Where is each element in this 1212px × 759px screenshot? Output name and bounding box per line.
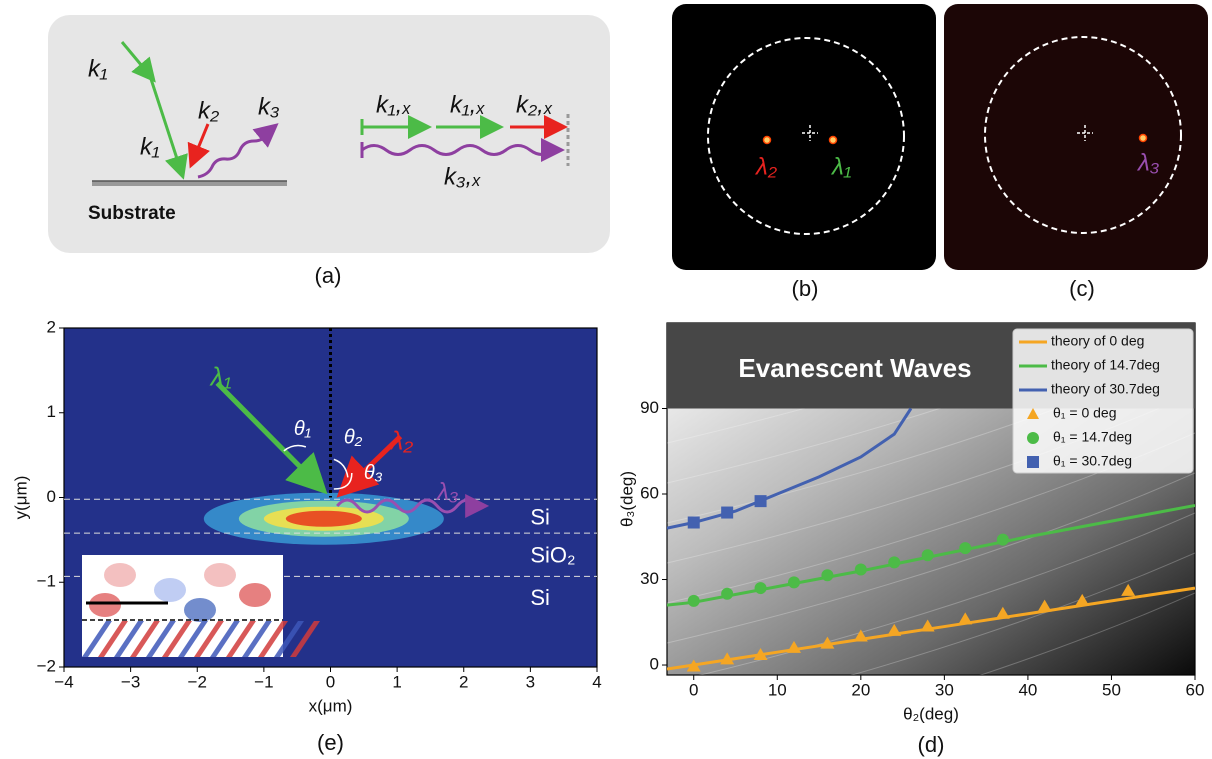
data-point (997, 534, 1009, 546)
x-tick-label: 3 (526, 672, 535, 691)
x-tick-label: 0 (689, 680, 698, 699)
x-tick-label: −4 (54, 672, 73, 691)
y-tick-label: 0 (650, 655, 659, 674)
y-tick-label: 2 (47, 317, 56, 336)
panel-label: (d) (918, 732, 945, 757)
x-tick-label: 10 (768, 680, 787, 699)
lambda3-label: λ₃ (1136, 149, 1159, 176)
annotation: λ₃ (435, 479, 458, 506)
data-point (688, 595, 700, 607)
data-point (855, 564, 867, 576)
camera-image (672, 4, 936, 270)
k1x-label: k₁,ₓ (376, 91, 411, 118)
y-tick-label: 90 (640, 398, 659, 417)
y-axis-label: θ₃(deg) (617, 471, 636, 527)
annotation: θ₂ (344, 426, 363, 448)
legend-label: theory of 0 deg (1051, 333, 1144, 349)
panel-label: (e) (317, 730, 344, 755)
legend-label: θ₁ = 30.7deg (1053, 453, 1132, 469)
spot (764, 137, 771, 144)
annotation: θ₃ (364, 462, 383, 484)
x-tick-label: 0 (326, 672, 335, 691)
data-point (821, 569, 833, 581)
inset-blob (89, 593, 121, 617)
x-tick-label: 4 (592, 672, 601, 691)
panel-a: Substrate k₁ k₁ k₂ k₃ k₁,ₓ k₁,ₓ k₂,ₓ k₃,… (48, 15, 610, 288)
annotation: λ₁ (209, 362, 232, 392)
panel-label: (a) (315, 263, 342, 288)
legend-box (1013, 329, 1193, 473)
k3x-label: k₃,ₓ (444, 163, 481, 190)
annotation: SiO₂ (530, 543, 575, 568)
x-tick-label: −1 (254, 672, 273, 691)
legend-swatch (1027, 432, 1039, 444)
x-tick-label: 50 (1102, 680, 1121, 699)
band-label: Evanescent Waves (738, 353, 971, 383)
annotation: Si (530, 585, 550, 610)
y-tick-label: 1 (47, 402, 56, 421)
x-tick-label: −2 (188, 672, 207, 691)
panel-b: λ₂ λ₁ (b) (672, 4, 936, 301)
panel-label: (c) (1069, 276, 1095, 301)
inset-blob (104, 563, 136, 587)
x-tick-label: 20 (851, 680, 870, 699)
data-point (688, 517, 700, 529)
x-tick-label: 2 (459, 672, 468, 691)
data-point (721, 507, 733, 519)
inset-blob (154, 578, 186, 602)
y-tick-label: 0 (47, 487, 56, 506)
substrate-label: Substrate (88, 203, 176, 224)
legend-label: theory of 30.7deg (1051, 381, 1160, 397)
x-axis-label: x(μm) (309, 696, 353, 715)
lambda2-label: λ₂ (754, 153, 777, 180)
panel-c: λ₃ (c) (944, 4, 1208, 301)
legend-swatch (1027, 456, 1039, 468)
x-tick-label: 40 (1018, 680, 1037, 699)
inset-blob (239, 583, 271, 607)
y-tick-label: 60 (640, 483, 659, 502)
data-point (888, 556, 900, 568)
legend-label: θ₁ = 0 deg (1053, 405, 1117, 421)
inset-blob (184, 598, 216, 622)
y-tick-label: −1 (37, 572, 56, 591)
data-point (755, 582, 767, 594)
k2x-label: k₂,ₓ (516, 91, 553, 118)
x-tick-label: 30 (935, 680, 954, 699)
annotation: Si (530, 505, 550, 530)
spot (830, 137, 837, 144)
figure: Substrate k₁ k₁ k₂ k₃ k₁,ₓ k₁,ₓ k₂,ₓ k₃,… (0, 0, 1212, 759)
data-point (922, 549, 934, 561)
x-tick-label: 1 (392, 672, 401, 691)
panel-label: (b) (792, 276, 819, 301)
annotation: θ₁ (294, 418, 311, 440)
k2-label: k₂ (198, 97, 219, 124)
data-point (788, 576, 800, 588)
legend-label: θ₁ = 14.7deg (1053, 429, 1132, 445)
x-axis-label: θ₂(deg) (903, 704, 959, 723)
k1-label: k₁ (88, 55, 108, 82)
data-point (959, 542, 971, 554)
y-axis-label: y(μm) (11, 476, 30, 520)
k1-label: k₁ (140, 133, 160, 160)
k3-label: k₃ (258, 93, 280, 120)
data-point (721, 588, 733, 600)
k1x-label: k₁,ₓ (450, 91, 485, 118)
lambda1-label: λ₁ (830, 153, 851, 180)
inset-blob (204, 563, 236, 587)
spot (1140, 135, 1147, 142)
y-tick-label: −2 (37, 656, 56, 675)
data-point (755, 495, 767, 507)
x-tick-label: −3 (121, 672, 140, 691)
legend-label: theory of 14.7deg (1051, 357, 1160, 373)
field-intensity (286, 511, 362, 527)
x-tick-label: 60 (1186, 680, 1205, 699)
annotation: λ₂ (388, 425, 413, 455)
camera-image (944, 4, 1208, 270)
y-tick-label: 30 (640, 569, 659, 588)
